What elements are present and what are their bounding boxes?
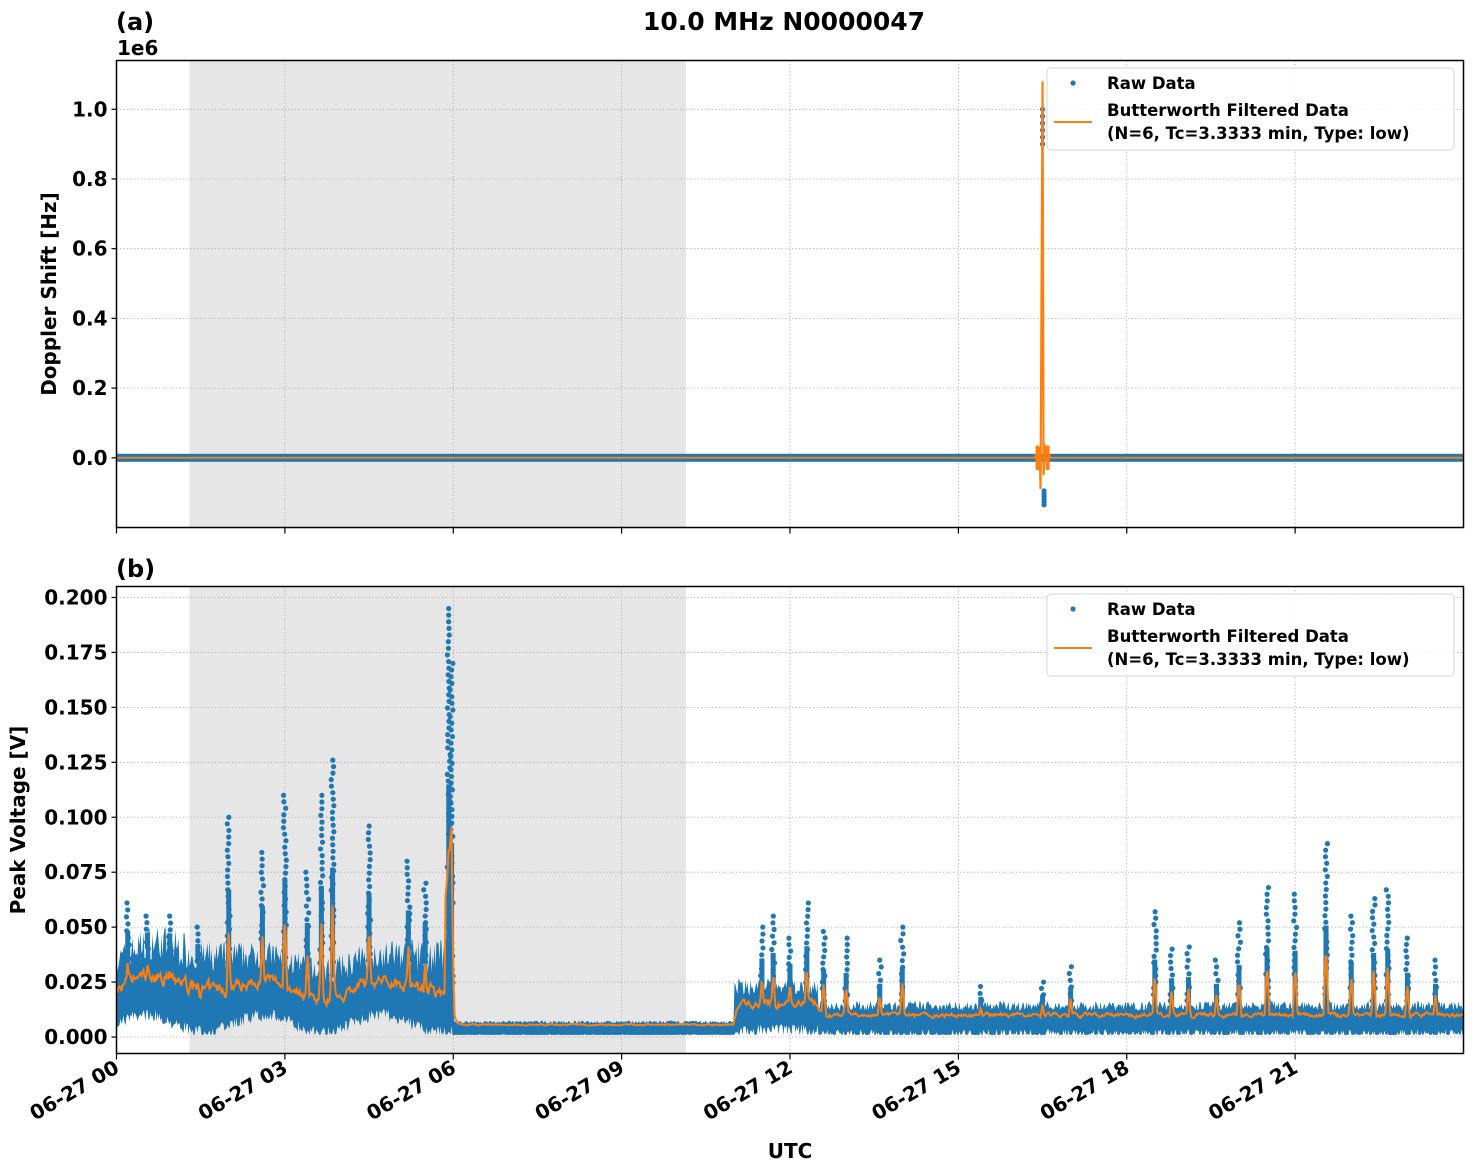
panel-a-y-axis-label: Doppler Shift [Hz] xyxy=(37,192,61,396)
legend-raw-label: Raw Data xyxy=(1107,600,1196,619)
x-tick-labels: 06-27 00 06-27 03 06-27 06 06-27 09 06-27 12… xyxy=(25,1055,1301,1125)
panel-b-y-ticks: 0.000 0.025 0.050 0.075 0.100 0.125 0.150 0.175… xyxy=(44,585,117,1049)
panel-a-y-tick-label: 0.4 xyxy=(72,306,107,330)
panel-b-y-tick-label: 0.050 xyxy=(44,915,107,939)
legend-filtered-params: (N=6, Tc=3.3333 min, Type: low) xyxy=(1107,124,1410,143)
panel-a-y-tick-label: 0.8 xyxy=(72,167,107,191)
panel-b-y-tick-label: 0.000 xyxy=(44,1025,107,1049)
legend-box xyxy=(1046,593,1455,677)
panel-b-y-tick-label: 0.125 xyxy=(44,750,107,774)
panel-a-y-ticks: 0.0 0.2 0.4 0.6 0.8 1.0 xyxy=(72,97,117,470)
panel-a-y-tick-label: 0.2 xyxy=(72,376,107,400)
panel-a: (a) 1e6 0.0 0.2 0.4 0.6 0.8 1.0 Doppler Shift… xyxy=(37,8,1465,534)
legend-raw-label: Raw Data xyxy=(1107,74,1196,93)
legend-filtered-label: Butterworth Filtered Data xyxy=(1107,101,1349,120)
figure-title: 10.0 MHz N0000047 xyxy=(643,7,925,36)
panel-a-y-tick-label: 1.0 xyxy=(72,97,107,121)
panel-a-y-tick-label: 0.0 xyxy=(72,446,107,470)
panel-a-legend: Raw Data Butterworth Filtered Data (N=6,… xyxy=(1046,67,1455,151)
panel-a-y-tick-label: 0.6 xyxy=(72,237,107,261)
panel-b-y-tick-label: 0.150 xyxy=(44,695,107,719)
x-tick-label: 06-27 18 xyxy=(1036,1055,1134,1125)
panel-a-label: (a) xyxy=(116,8,154,36)
panel-a-offset-text: 1e6 xyxy=(117,36,158,60)
raw-data-marker-icon xyxy=(1070,80,1076,86)
legend-box xyxy=(1046,67,1455,151)
panel-b: (b) 0.0000.0250.0500.0750.1000.1250.1500… xyxy=(6,555,1465,1163)
x-tick-label: 06-27 12 xyxy=(699,1055,797,1125)
raw-data-marker-icon xyxy=(1070,606,1076,612)
x-tick-label: 06-27 06 xyxy=(362,1055,460,1125)
panel-b-y-tick-label: 0.175 xyxy=(44,640,107,664)
x-tick-label: 06-27 00 xyxy=(25,1055,123,1125)
panel-b-y-tick-label: 0.025 xyxy=(44,970,107,994)
panel-b-x-ticks xyxy=(115,1053,1296,1060)
x-tick-label: 06-27 15 xyxy=(867,1055,965,1125)
x-axis-label: UTC xyxy=(768,1139,813,1163)
x-tick-label: 06-27 09 xyxy=(531,1055,629,1125)
legend-filtered-params: (N=6, Tc=3.3333 min, Type: low) xyxy=(1107,650,1410,669)
x-tick-label: 06-27 21 xyxy=(1204,1055,1302,1125)
panel-b-y-axis-label: Peak Voltage [V] xyxy=(6,726,30,915)
panel-b-y-tick-label: 0.200 xyxy=(44,585,107,609)
panel-a-grid xyxy=(116,60,1464,528)
x-tick-label: 06-27 03 xyxy=(194,1055,292,1125)
panel-a-shaded-region xyxy=(189,60,687,527)
panel-b-y-tick-label: 0.100 xyxy=(44,805,107,829)
panel-b-legend: Raw Data Butterworth Filtered Data (N=6,… xyxy=(1046,593,1455,677)
panel-b-label: (b) xyxy=(116,555,155,583)
panel-a-x-ticks xyxy=(115,527,1296,534)
panel-b-y-tick-label: 0.075 xyxy=(44,860,107,884)
panel-a-data xyxy=(116,81,1464,508)
legend-filtered-label: Butterworth Filtered Data xyxy=(1107,627,1349,646)
panel-b-data xyxy=(116,605,1464,1035)
